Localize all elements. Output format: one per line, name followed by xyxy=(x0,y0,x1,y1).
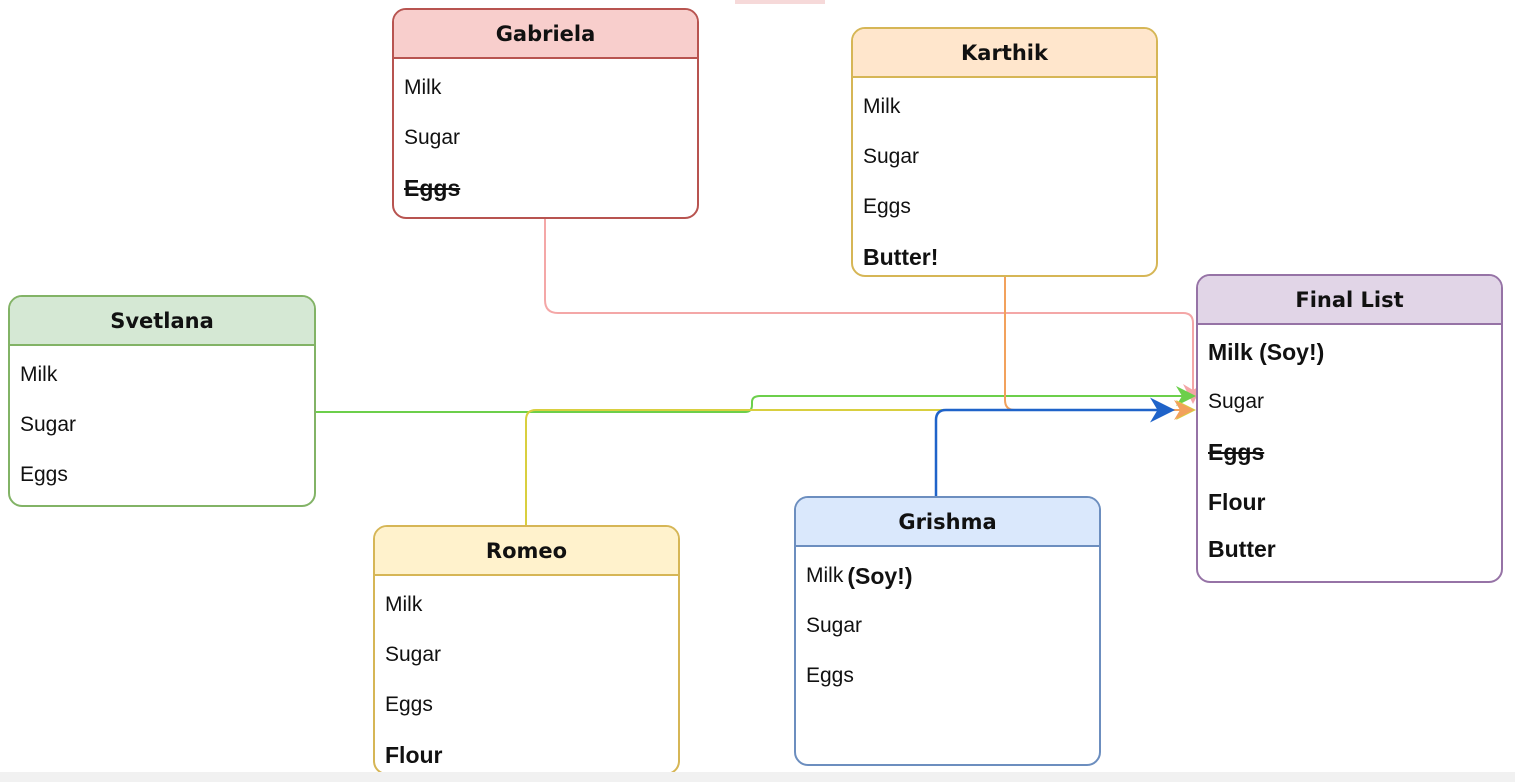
item-note-soy: (Soy!) xyxy=(847,562,913,589)
item-text-milk: Milk xyxy=(806,564,844,587)
item-list-karthik: Milk Sugar Eggs Butter! xyxy=(853,78,1156,275)
list-item-sugar: Sugar xyxy=(404,126,461,149)
card-title-romeo: Romeo xyxy=(375,527,678,576)
list-item-milk: Milk xyxy=(863,95,901,118)
list-item-sugar: Sugar xyxy=(1208,390,1265,413)
card-final-list: Final List Milk (Soy!) Sugar Eggs Flour … xyxy=(1196,274,1503,583)
list-item-butter: Butter! xyxy=(863,243,939,270)
card-title-svetlana: Svetlana xyxy=(10,297,314,346)
card-title-grishma: Grishma xyxy=(796,498,1099,547)
list-item-milk-soy: Milk (Soy!) xyxy=(1208,338,1325,365)
list-item-eggs: Eggs xyxy=(20,463,68,486)
list-item-milk: Milk xyxy=(385,593,423,616)
card-title-final-list: Final List xyxy=(1198,276,1501,325)
list-item-milk: Milk (Soy!) xyxy=(806,551,1099,601)
list-item-sugar: Sugar xyxy=(806,614,863,637)
list-item-flour: Flour xyxy=(385,741,443,768)
card-title-karthik: Karthik xyxy=(853,29,1156,78)
connector-karthik-to-final xyxy=(1004,277,1194,420)
item-list-svetlana: Milk Sugar Eggs xyxy=(10,346,314,500)
list-item-milk: Milk xyxy=(20,363,58,386)
card-gabriela: Gabriela Milk Sugar Eggs xyxy=(392,8,699,219)
card-grishma: Grishma Milk (Soy!) Sugar Eggs xyxy=(794,496,1101,766)
item-list-romeo: Milk Sugar Eggs Flour xyxy=(375,576,678,773)
list-item-butter: Butter xyxy=(1208,535,1276,562)
list-item-eggs: Eggs xyxy=(404,174,461,201)
list-item-sugar: Sugar xyxy=(385,643,442,666)
list-item-sugar: Sugar xyxy=(863,145,920,168)
list-item-eggs: Eggs xyxy=(1208,438,1265,465)
top-edge-mark xyxy=(735,0,825,4)
item-list-grishma: Milk (Soy!) Sugar Eggs xyxy=(796,547,1099,701)
list-item-eggs: Eggs xyxy=(385,693,433,716)
connector-svetlana-to-final xyxy=(316,386,1196,413)
card-title-gabriela: Gabriela xyxy=(394,10,697,59)
list-item-flour: Flour xyxy=(1208,488,1266,515)
card-karthik: Karthik Milk Sugar Eggs Butter! xyxy=(851,27,1158,277)
item-list-gabriela: Milk Sugar Eggs xyxy=(394,59,697,213)
card-svetlana: Svetlana Milk Sugar Eggs xyxy=(8,295,316,507)
list-item-milk: Milk xyxy=(404,76,442,99)
bottom-edge-strip xyxy=(0,772,1515,782)
card-romeo: Romeo Milk Sugar Eggs Flour xyxy=(373,525,680,775)
list-item-eggs: Eggs xyxy=(863,195,911,218)
connector-grishma-to-final xyxy=(934,397,1175,496)
list-item-sugar: Sugar xyxy=(20,413,77,436)
list-item-eggs: Eggs xyxy=(806,664,854,687)
item-list-final: Milk (Soy!) Sugar Eggs Flour Butter xyxy=(1198,325,1501,571)
